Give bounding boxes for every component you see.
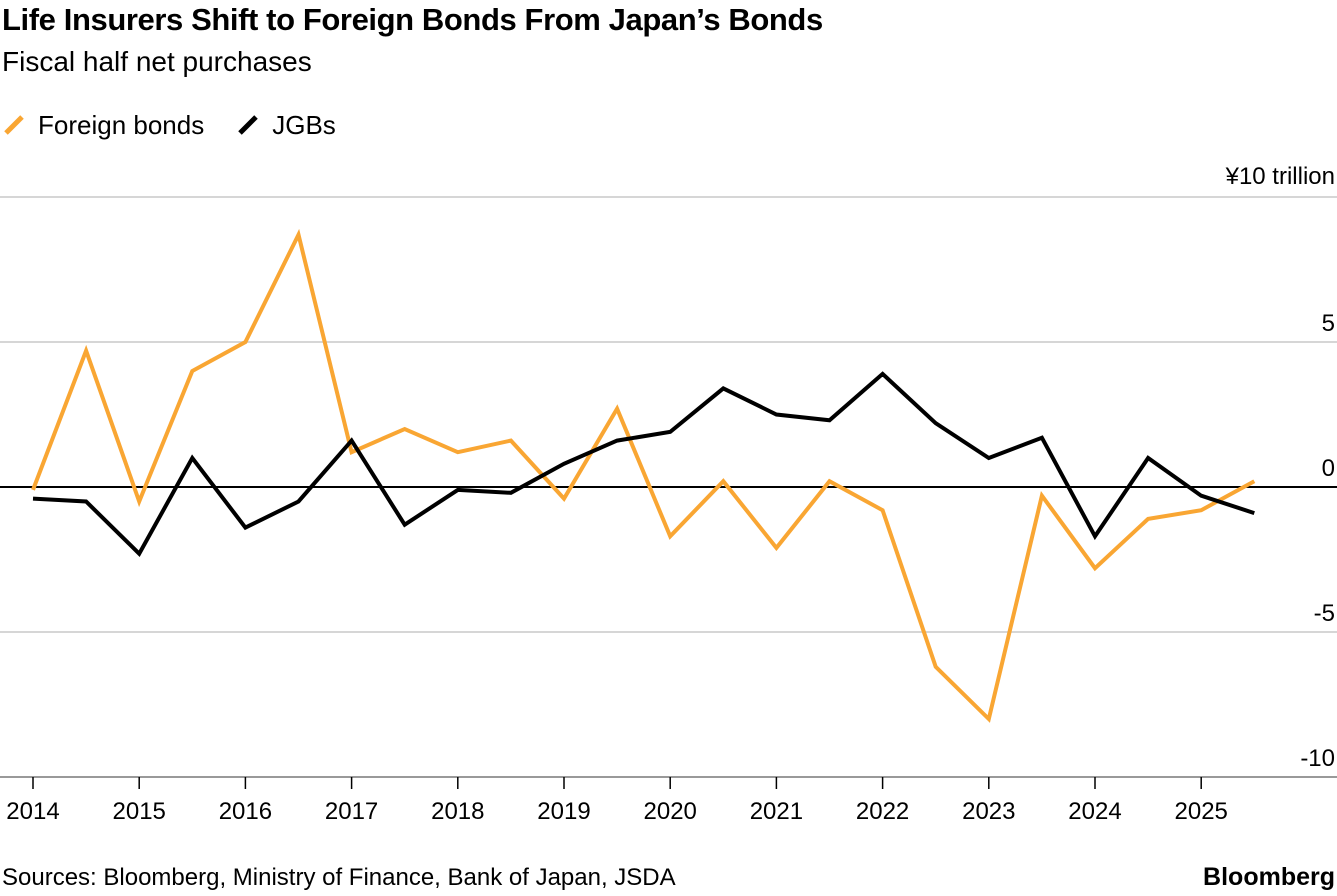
data-point [456, 450, 460, 454]
y-tick-label: 0 [1322, 455, 1335, 482]
data-point [881, 508, 885, 512]
data-point [297, 500, 301, 504]
data-point [456, 488, 460, 492]
data-point [403, 523, 407, 527]
x-tick-label: 2016 [219, 798, 272, 825]
data-point [190, 369, 194, 373]
data-point [615, 439, 619, 443]
data-point [774, 413, 778, 417]
data-point [721, 479, 725, 483]
x-tick-label: 2022 [856, 798, 909, 825]
legend-item-jgbs: JGBs [236, 110, 336, 141]
legend-label-foreign-bonds: Foreign bonds [38, 109, 205, 140]
y-tick-label: -10 [1300, 745, 1335, 772]
data-point [828, 479, 832, 483]
data-point [350, 439, 354, 443]
x-tick-label: 2023 [962, 798, 1015, 825]
data-point [934, 421, 938, 425]
source-note: Sources: Bloomberg, Ministry of Finance,… [2, 864, 676, 891]
brand-logo: Bloomberg [1203, 863, 1335, 891]
data-point [774, 546, 778, 550]
data-point [1093, 566, 1097, 570]
chart-title: Life Insurers Shift to Foreign Bonds Fro… [2, 2, 823, 37]
data-point [881, 372, 885, 376]
data-point [243, 340, 247, 344]
data-point [31, 488, 35, 492]
data-point [297, 233, 301, 237]
legend-swatch-line-foreign-bonds [4, 115, 24, 135]
x-tick-label: 2019 [537, 798, 590, 825]
series-line-foreign-bonds [31, 228, 1256, 723]
data-point [1252, 511, 1256, 515]
y-unit-label: ¥10 trillion [1225, 163, 1335, 190]
data-point [403, 427, 407, 431]
data-point [828, 418, 832, 422]
data-point [1199, 494, 1203, 498]
data-point [31, 497, 35, 501]
data-point [987, 717, 991, 721]
legend: Foreign bonds JGBs [2, 108, 368, 142]
legend-swatch-foreign-bonds [4, 115, 24, 135]
data-point [509, 439, 513, 443]
data-point [668, 430, 672, 434]
x-tick-label: 2017 [325, 798, 378, 825]
series-line-jgbs [32, 371, 1255, 557]
data-point [668, 534, 672, 538]
x-tick-label: 2025 [1175, 798, 1228, 825]
legend-label-jgbs: JGBs [272, 109, 336, 140]
data-point [243, 526, 247, 530]
data-point [509, 491, 513, 495]
x-tick-label: 2024 [1068, 798, 1121, 825]
data-point [137, 552, 141, 556]
data-point [1146, 517, 1150, 521]
data-point [84, 500, 88, 504]
data-point [1199, 508, 1203, 512]
data-point [1093, 534, 1097, 538]
data-point [1040, 436, 1044, 440]
y-tick-label: -5 [1314, 600, 1335, 627]
data-point [934, 665, 938, 669]
chart-subtitle: Fiscal half net purchases [2, 46, 312, 77]
data-point [1040, 494, 1044, 498]
data-point [987, 456, 991, 460]
data-point [84, 349, 88, 353]
data-point [1146, 456, 1150, 460]
legend-swatch-line-jgbs [238, 115, 259, 135]
legend-swatch-jgbs [238, 115, 259, 135]
x-tick-label: 2018 [431, 798, 484, 825]
x-tick-label: 2015 [113, 798, 166, 825]
data-point [190, 456, 194, 460]
y-tick-label: 5 [1322, 310, 1335, 337]
line-chart: ¥10 trillion 5 0 -5 -10 2014 2015 2016 2017 2018 2… [0, 163, 1337, 825]
data-point [562, 497, 566, 501]
data-point [562, 462, 566, 466]
data-point [350, 450, 354, 454]
data-point [721, 386, 725, 390]
data-point [1252, 479, 1256, 483]
x-tick-label: 2021 [750, 798, 803, 825]
legend-item-foreign-bonds: Foreign bonds [2, 110, 204, 141]
data-point [615, 407, 619, 411]
x-tick-label: 2014 [6, 798, 59, 825]
data-point [137, 500, 141, 504]
x-tick-label: 2020 [644, 798, 697, 825]
